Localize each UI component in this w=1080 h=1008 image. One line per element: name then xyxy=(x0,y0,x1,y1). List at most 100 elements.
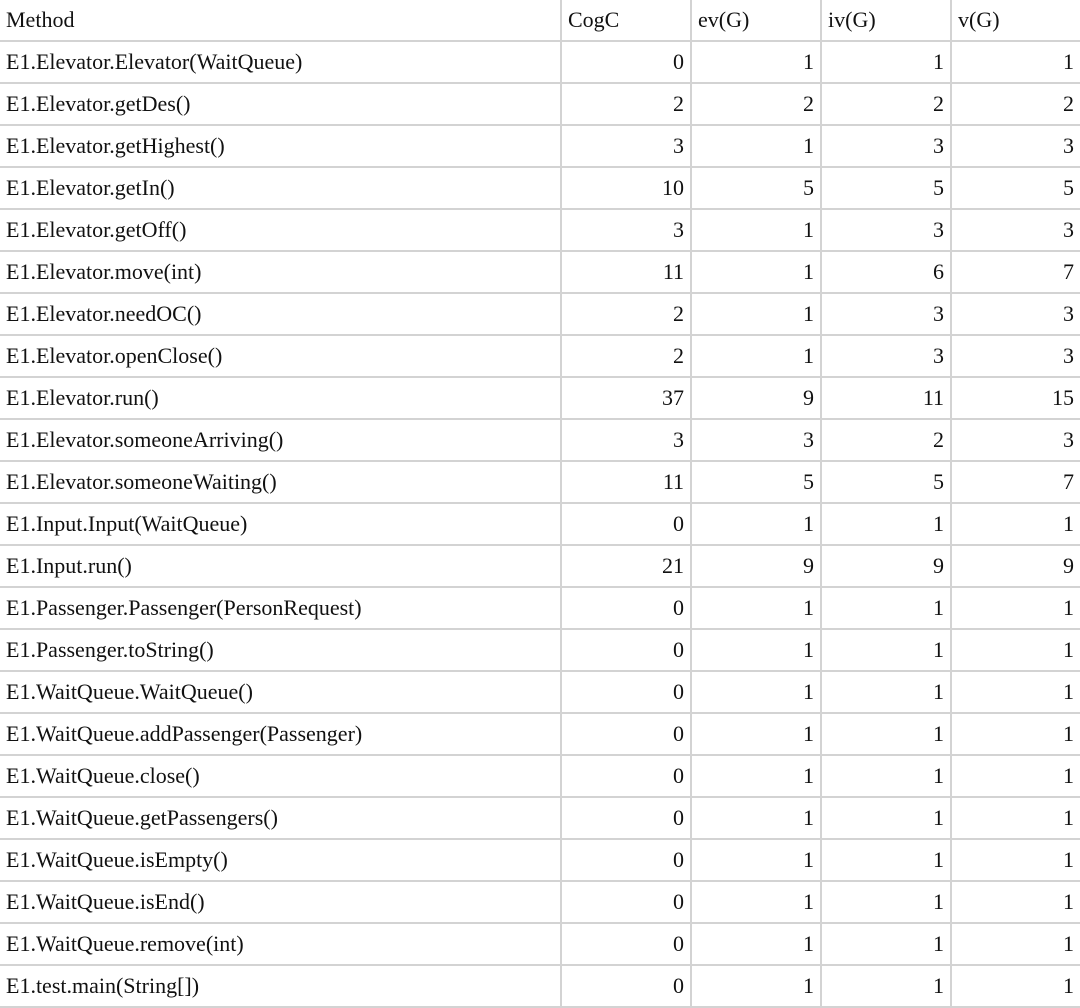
table-row: E1.Input.run() 21 9 9 9 xyxy=(0,544,1080,588)
table-row: E1.Elevator.getDes() 2 2 2 2 xyxy=(0,82,1080,126)
cell-evg: 1 xyxy=(690,712,822,756)
cell-ivg: 5 xyxy=(820,166,952,210)
cell-method: E1.WaitQueue.getPassengers() xyxy=(0,796,562,840)
table-row: E1.Elevator.needOC() 2 1 3 3 xyxy=(0,292,1080,336)
cell-ivg: 1 xyxy=(820,586,952,630)
cell-ivg: 1 xyxy=(820,922,952,966)
cell-evg: 1 xyxy=(690,796,822,840)
cell-vg: 1 xyxy=(950,586,1080,630)
cell-vg: 3 xyxy=(950,418,1080,462)
table-row: E1.Elevator.move(int) 11 1 6 7 xyxy=(0,250,1080,294)
cell-ivg: 1 xyxy=(820,880,952,924)
table-row: E1.Elevator.Elevator(WaitQueue) 0 1 1 1 xyxy=(0,40,1080,84)
table-row: E1.WaitQueue.addPassenger(Passenger) 0 1 1 1 xyxy=(0,712,1080,756)
cell-evg: 5 xyxy=(690,166,822,210)
cell-cogc: 0 xyxy=(560,712,692,756)
cell-cogc: 21 xyxy=(560,544,692,588)
cell-cogc: 37 xyxy=(560,376,692,420)
cell-ivg: 2 xyxy=(820,418,952,462)
cell-evg: 1 xyxy=(690,754,822,798)
cell-ivg: 3 xyxy=(820,292,952,336)
cell-method: E1.Elevator.run() xyxy=(0,376,562,420)
cell-cogc: 0 xyxy=(560,880,692,924)
cell-method: E1.WaitQueue.isEmpty() xyxy=(0,838,562,882)
cell-vg: 3 xyxy=(950,292,1080,336)
cell-ivg: 1 xyxy=(820,838,952,882)
cell-cogc: 0 xyxy=(560,502,692,546)
table-row: E1.test.main(String[]) 0 1 1 1 xyxy=(0,964,1080,1008)
cell-evg: 1 xyxy=(690,124,822,168)
cell-ivg: 9 xyxy=(820,544,952,588)
cell-vg: 3 xyxy=(950,208,1080,252)
cell-evg: 1 xyxy=(690,334,822,378)
cell-vg: 1 xyxy=(950,40,1080,84)
table-row: E1.WaitQueue.remove(int) 0 1 1 1 xyxy=(0,922,1080,966)
cell-vg: 2 xyxy=(950,82,1080,126)
cell-evg: 1 xyxy=(690,208,822,252)
cell-cogc: 0 xyxy=(560,586,692,630)
header-vg: v(G) xyxy=(950,0,1080,42)
cell-method: E1.Elevator.needOC() xyxy=(0,292,562,336)
cell-cogc: 3 xyxy=(560,124,692,168)
cell-ivg: 3 xyxy=(820,208,952,252)
cell-vg: 1 xyxy=(950,880,1080,924)
cell-cogc: 0 xyxy=(560,628,692,672)
cell-method: E1.Passenger.toString() xyxy=(0,628,562,672)
cell-ivg: 1 xyxy=(820,40,952,84)
cell-method: E1.WaitQueue.addPassenger(Passenger) xyxy=(0,712,562,756)
cell-vg: 1 xyxy=(950,628,1080,672)
cell-vg: 1 xyxy=(950,754,1080,798)
table-row: E1.Elevator.getHighest() 3 1 3 3 xyxy=(0,124,1080,168)
cell-evg: 1 xyxy=(690,502,822,546)
header-method: Method xyxy=(0,0,562,42)
cell-method: E1.test.main(String[]) xyxy=(0,964,562,1008)
cell-method: E1.Elevator.someoneArriving() xyxy=(0,418,562,462)
cell-evg: 1 xyxy=(690,838,822,882)
cell-ivg: 1 xyxy=(820,964,952,1008)
cell-vg: 15 xyxy=(950,376,1080,420)
cell-cogc: 0 xyxy=(560,922,692,966)
cell-method: E1.WaitQueue.WaitQueue() xyxy=(0,670,562,714)
cell-ivg: 2 xyxy=(820,82,952,126)
cell-cogc: 2 xyxy=(560,334,692,378)
cell-cogc: 2 xyxy=(560,82,692,126)
cell-evg: 5 xyxy=(690,460,822,504)
cell-vg: 1 xyxy=(950,502,1080,546)
cell-ivg: 1 xyxy=(820,502,952,546)
cell-evg: 2 xyxy=(690,82,822,126)
cell-cogc: 11 xyxy=(560,250,692,294)
cell-evg: 1 xyxy=(690,670,822,714)
cell-ivg: 1 xyxy=(820,754,952,798)
table-row: E1.Elevator.getIn() 10 5 5 5 xyxy=(0,166,1080,210)
cell-method: E1.Elevator.getHighest() xyxy=(0,124,562,168)
cell-ivg: 1 xyxy=(820,796,952,840)
table-row: E1.Input.Input(WaitQueue) 0 1 1 1 xyxy=(0,502,1080,546)
cell-ivg: 6 xyxy=(820,250,952,294)
cell-method: E1.WaitQueue.isEnd() xyxy=(0,880,562,924)
cell-cogc: 11 xyxy=(560,460,692,504)
cell-method: E1.WaitQueue.remove(int) xyxy=(0,922,562,966)
cell-cogc: 2 xyxy=(560,292,692,336)
cell-ivg: 3 xyxy=(820,334,952,378)
cell-method: E1.Elevator.someoneWaiting() xyxy=(0,460,562,504)
cell-vg: 3 xyxy=(950,124,1080,168)
table-row: E1.WaitQueue.isEmpty() 0 1 1 1 xyxy=(0,838,1080,882)
cell-ivg: 3 xyxy=(820,124,952,168)
cell-cogc: 0 xyxy=(560,964,692,1008)
table-row: E1.WaitQueue.WaitQueue() 0 1 1 1 xyxy=(0,670,1080,714)
cell-vg: 9 xyxy=(950,544,1080,588)
cell-vg: 1 xyxy=(950,796,1080,840)
cell-vg: 7 xyxy=(950,250,1080,294)
table-row: E1.Passenger.toString() 0 1 1 1 xyxy=(0,628,1080,672)
cell-method: E1.Elevator.Elevator(WaitQueue) xyxy=(0,40,562,84)
cell-ivg: 1 xyxy=(820,670,952,714)
cell-ivg: 11 xyxy=(820,376,952,420)
table-row: E1.Elevator.someoneWaiting() 11 5 5 7 xyxy=(0,460,1080,504)
cell-evg: 1 xyxy=(690,586,822,630)
cell-vg: 1 xyxy=(950,964,1080,1008)
cell-ivg: 5 xyxy=(820,460,952,504)
header-cogc: CogC xyxy=(560,0,692,42)
cell-vg: 5 xyxy=(950,166,1080,210)
cell-cogc: 0 xyxy=(560,838,692,882)
cell-method: E1.Elevator.move(int) xyxy=(0,250,562,294)
